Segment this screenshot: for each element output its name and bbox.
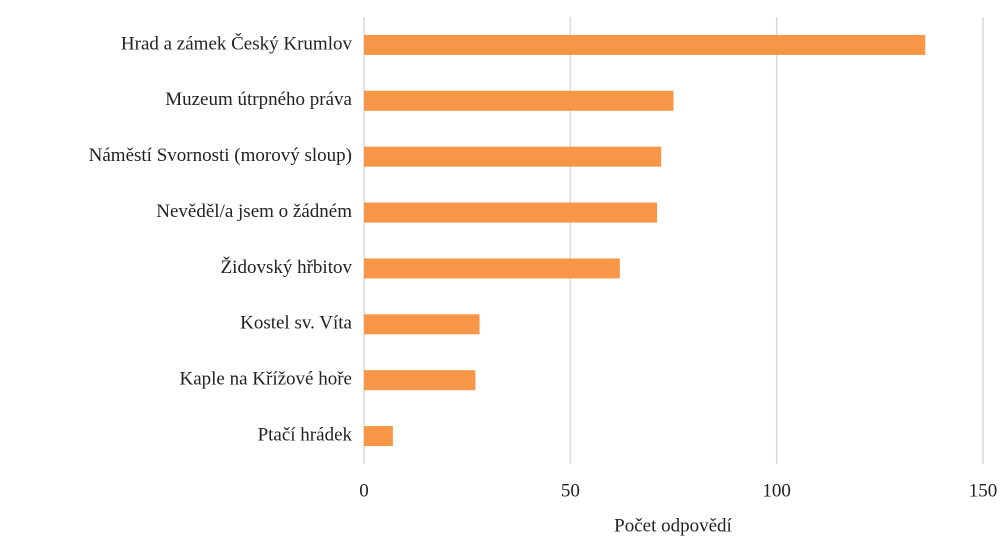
bar [364, 370, 476, 391]
y-tick-label: Muzeum útrpného práva [165, 89, 352, 110]
y-tick-label: Ptačí hrádek [258, 424, 353, 445]
x-tick-label: 150 [969, 480, 998, 501]
y-tick-label: Hrad a zámek Český Krumlov [121, 32, 353, 54]
x-tick-label: 50 [561, 480, 580, 501]
y-tick-label: Kaple na Křížové hoře [179, 369, 352, 390]
x-tick-label: 100 [762, 480, 791, 501]
bar [364, 90, 674, 111]
y-tick-label: Náměstí Svornosti (morový sloup) [89, 145, 352, 166]
bar [364, 314, 480, 335]
bar [364, 146, 662, 167]
y-tick-label: Nevěděl/a jsem o žádném [156, 201, 352, 222]
y-tick-label: Židovský hřbitov [221, 256, 353, 278]
bar [364, 202, 657, 223]
x-tick-label: 0 [359, 480, 369, 501]
x-axis-title: Počet odpovědí [614, 515, 732, 536]
y-tick-label: Kostel sv. Víta [240, 313, 352, 334]
bar [364, 426, 393, 447]
bar [364, 258, 620, 279]
bar [364, 34, 926, 55]
